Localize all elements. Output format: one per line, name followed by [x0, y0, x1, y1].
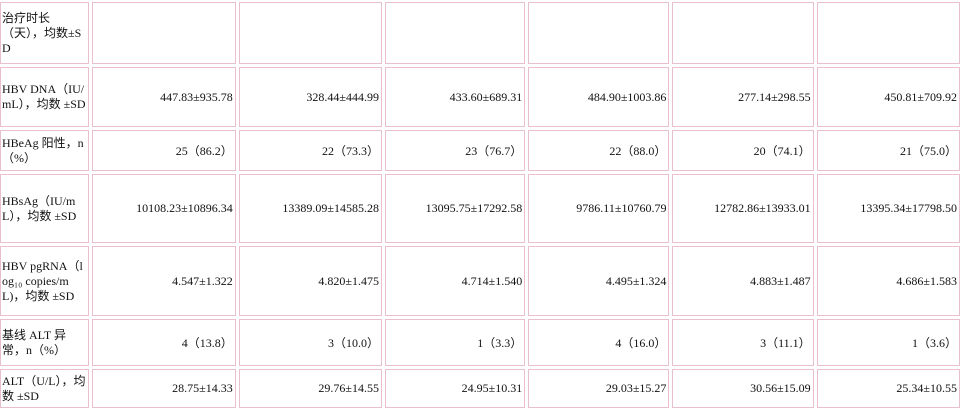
- row-label: HBV DNA（IU/mL），均数 ±SD: [0, 67, 90, 127]
- value-cell: 328.44±444.99: [238, 67, 382, 127]
- value-cell: [816, 2, 960, 64]
- table-row: HBeAg 阳性，n（%） 25（86.2） 22（73.3） 23（76.7） 22（…: [0, 130, 960, 171]
- table-row: HBsAg（IU/mL），均数 ±SD 10108.23±10896.34 1338…: [0, 174, 960, 243]
- row-label: HBV pgRNA（log₁₀ copies/mL)，均数 ±SD: [0, 246, 90, 316]
- table-row: HBV DNA（IU/mL），均数 ±SD 447.83±935.78 328.44…: [0, 67, 960, 127]
- value-cell: 28.75±14.33: [92, 369, 236, 408]
- value-cell: 12782.86±13933.01: [672, 174, 814, 243]
- value-cell: 4（16.0）: [528, 319, 670, 366]
- value-cell: 29.76±14.55: [238, 369, 382, 408]
- value-cell: 433.60±689.31: [384, 67, 526, 127]
- value-cell: 4.820±1.475: [238, 246, 382, 316]
- value-cell: [92, 2, 236, 64]
- table-row: 基线 ALT 异常，n（%） 4（13.8） 3（10.0） 1（3.3） 4（16.0…: [0, 319, 960, 366]
- value-cell: 13095.75±17292.58: [384, 174, 526, 243]
- value-cell: 30.56±15.09: [672, 369, 814, 408]
- value-cell: 10108.23±10896.34: [92, 174, 236, 243]
- value-cell: 4.547±1.322: [92, 246, 236, 316]
- row-label: 基线 ALT 异常，n（%）: [0, 319, 90, 366]
- value-cell: 3（10.0）: [238, 319, 382, 366]
- value-cell: [672, 2, 814, 64]
- table-row: ALT（U/L），均数 ±SD 28.75±14.33 29.76±14.55 24.…: [0, 369, 960, 408]
- value-cell: 1（3.6）: [816, 319, 960, 366]
- value-cell: 13389.09±14585.28: [238, 174, 382, 243]
- value-cell: 22（73.3）: [238, 130, 382, 171]
- table-body: 治疗时长（天），均数±SD HBV DNA（IU/mL），均数 ±SD 447.83…: [0, 2, 960, 408]
- table-row: HBV pgRNA（log₁₀ copies/mL)，均数 ±SD 4.547±1…: [0, 246, 960, 316]
- value-cell: 24.95±10.31: [384, 369, 526, 408]
- value-cell: 4.714±1.540: [384, 246, 526, 316]
- value-cell: 4（13.8）: [92, 319, 236, 366]
- value-cell: 484.90±1003.86: [528, 67, 670, 127]
- value-cell: 450.81±709.92: [816, 67, 960, 127]
- row-label: HBeAg 阳性，n（%）: [0, 130, 90, 171]
- row-label: HBsAg（IU/mL），均数 ±SD: [0, 174, 90, 243]
- value-cell: 277.14±298.55: [672, 67, 814, 127]
- value-cell: [384, 2, 526, 64]
- value-cell: 4.495±1.324: [528, 246, 670, 316]
- value-cell: 21（75.0）: [816, 130, 960, 171]
- value-cell: 29.03±15.27: [528, 369, 670, 408]
- value-cell: 13395.34±17798.50: [816, 174, 960, 243]
- row-label: ALT（U/L），均数 ±SD: [0, 369, 90, 408]
- table-row: 治疗时长（天），均数±SD: [0, 2, 960, 64]
- value-cell: 4.686±1.583: [816, 246, 960, 316]
- value-cell: 4.883±1.487: [672, 246, 814, 316]
- value-cell: 9786.11±10760.79: [528, 174, 670, 243]
- value-cell: 23（76.7）: [384, 130, 526, 171]
- row-label: 治疗时长（天），均数±SD: [0, 2, 90, 64]
- value-cell: 22（88.0）: [528, 130, 670, 171]
- value-cell: 25.34±10.55: [816, 369, 960, 408]
- value-cell: [238, 2, 382, 64]
- value-cell: 25（86.2）: [92, 130, 236, 171]
- value-cell: 20（74.1）: [672, 130, 814, 171]
- value-cell: 3（11.1）: [672, 319, 814, 366]
- value-cell: [528, 2, 670, 64]
- value-cell: 1（3.3）: [384, 319, 526, 366]
- value-cell: 447.83±935.78: [92, 67, 236, 127]
